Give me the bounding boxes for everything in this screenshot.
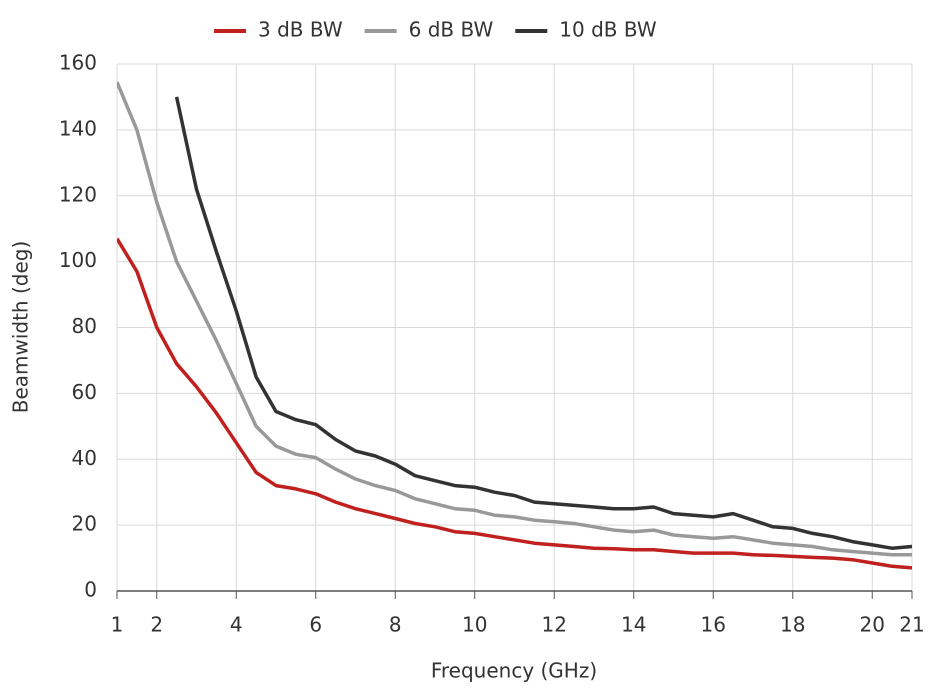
y-tick-label: 140 bbox=[59, 116, 97, 140]
x-axis-title: Frequency (GHz) bbox=[431, 659, 597, 683]
y-tick-label: 0 bbox=[84, 578, 97, 602]
x-tick-label: 1 bbox=[111, 613, 124, 637]
x-tick-label: 14 bbox=[621, 613, 646, 637]
series-line bbox=[117, 237, 912, 570]
y-tick-label: 20 bbox=[72, 512, 97, 536]
x-tick-label: 21 bbox=[899, 613, 924, 637]
y-tick-label: 120 bbox=[59, 182, 97, 206]
x-tick-label: 18 bbox=[780, 613, 805, 637]
x-tick-label: 10 bbox=[462, 613, 487, 637]
x-tick-label: 8 bbox=[389, 613, 402, 637]
legend-label: 3 dB BW bbox=[258, 18, 343, 42]
x-tick-label: 12 bbox=[542, 613, 567, 637]
series-line bbox=[174, 96, 912, 550]
y-tick-label: 160 bbox=[59, 51, 97, 75]
y-axis-title: Beamwidth (deg) bbox=[9, 241, 33, 414]
x-tick-label: 20 bbox=[860, 613, 885, 637]
y-tick-label: 100 bbox=[59, 248, 97, 272]
legend-label: 6 dB BW bbox=[409, 18, 494, 42]
x-tick-label: 2 bbox=[150, 613, 163, 637]
legend-label: 10 dB BW bbox=[559, 18, 657, 42]
x-tick-label: 6 bbox=[309, 613, 322, 637]
x-tick-label: 16 bbox=[701, 613, 726, 637]
x-tick-label: 4 bbox=[230, 613, 243, 637]
y-tick-label: 60 bbox=[72, 380, 97, 404]
series-line bbox=[117, 81, 912, 557]
y-tick-label: 80 bbox=[72, 314, 97, 338]
y-tick-label: 40 bbox=[72, 446, 97, 470]
